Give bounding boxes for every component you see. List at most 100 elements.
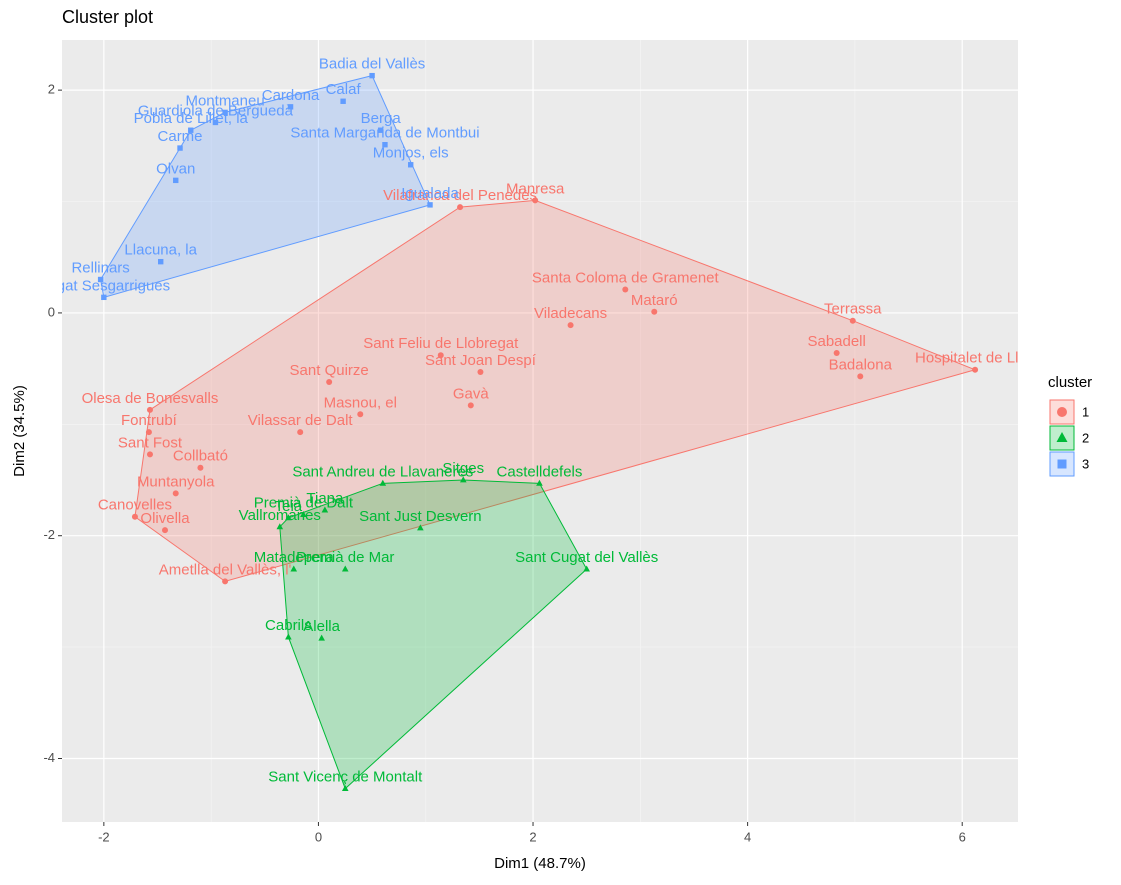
point (145, 429, 152, 436)
point (651, 308, 658, 315)
point (427, 202, 433, 208)
point-label: Sant Fost (118, 434, 183, 451)
point-label: Sant Joan Despí (425, 352, 537, 369)
point (321, 506, 329, 513)
point (567, 322, 574, 329)
point-label: Rellinars (71, 259, 129, 276)
point (326, 378, 333, 385)
point-label: Alella (303, 618, 340, 635)
point (173, 177, 179, 184)
point (972, 366, 979, 373)
legend-symbol (1057, 459, 1067, 469)
point-label: Carme (158, 128, 203, 145)
point (318, 634, 325, 641)
legend-label: 3 (1082, 456, 1089, 471)
point-label: Castelldefels (497, 463, 583, 480)
point-label: Manresa (506, 180, 565, 197)
point (297, 429, 304, 436)
point-label: Ametlla del Vallès, l' (159, 561, 292, 578)
point (276, 523, 284, 530)
point-label: Vilassar de Dalt (248, 412, 354, 429)
point-label: Sant Vicenç de Montalt (268, 769, 423, 786)
point-label: Guardiola de Berguedà (138, 102, 294, 119)
point-label: Tiana (306, 490, 344, 507)
legend-label: 2 (1082, 430, 1089, 445)
point (188, 127, 194, 133)
x-tick-label: 2 (529, 829, 536, 844)
point-label: Badia del Vallès (319, 56, 425, 73)
point-label: Cabrils (265, 617, 312, 634)
point-label: Monjos, els (373, 145, 449, 162)
point (172, 490, 179, 497)
legend-title: cluster (1048, 374, 1092, 391)
y-axis-title: Dim2 (34.5%) (11, 385, 28, 477)
point (197, 464, 204, 471)
point (341, 784, 349, 791)
point-label: Olivella (140, 510, 190, 527)
point-label: Montmaneu (185, 92, 264, 109)
x-tick-label: 4 (744, 829, 751, 844)
point-label: Canovelles (98, 497, 172, 514)
cluster-hull (134, 199, 977, 582)
y-tick-label: -2 (43, 527, 55, 542)
point (457, 204, 464, 211)
point-label: Sabadell (807, 333, 865, 350)
point-label: Fontrubí (121, 412, 178, 429)
point-label: Santa Margarida de Montbui (290, 125, 479, 142)
point (379, 479, 387, 486)
point-label: Olesa de Bonesvalls (82, 390, 219, 407)
point-label: Gavà (453, 385, 490, 402)
point-label: Pobla de Lillet, la (134, 110, 249, 127)
point-label: Mataró (631, 292, 678, 309)
point (97, 276, 104, 283)
point (212, 119, 219, 126)
point (222, 578, 229, 585)
point-label: Cugat Sesgarrigues (38, 277, 171, 294)
point (467, 402, 474, 409)
point (536, 479, 543, 486)
point (849, 317, 856, 324)
point-label: Matadepera (254, 549, 335, 566)
y-tick-label: -4 (43, 750, 55, 765)
y-tick-label: 2 (48, 82, 55, 97)
x-axis-title: Dim1 (48.7%) (494, 855, 586, 872)
point-label: Olvan (156, 160, 195, 177)
y-tick-label: 0 (48, 304, 55, 319)
point (583, 565, 590, 572)
point (357, 411, 364, 418)
point (285, 514, 292, 521)
point-label: Collbató (173, 448, 228, 465)
point (341, 565, 349, 572)
point-label: Terrassa (824, 301, 882, 318)
point (290, 565, 298, 572)
point (369, 72, 375, 79)
point-label: Sant Feliu de Llobregat (363, 335, 519, 352)
point-label: Badalona (829, 356, 893, 373)
point-label: Premià de Dalt (254, 495, 354, 512)
x-tick-label: 6 (959, 829, 966, 844)
chart-title: Cluster plot (62, 7, 153, 27)
point (146, 406, 153, 413)
point-label: Sant Cugat del Vallès (515, 549, 658, 566)
point (285, 633, 292, 640)
legend-label: 1 (1082, 404, 1089, 419)
point (177, 145, 183, 151)
legend-symbol (1057, 407, 1067, 417)
point (532, 197, 539, 204)
point-label: Vallromanes (239, 507, 321, 524)
point-label: Sant Andreu de Llavaneres (292, 463, 473, 480)
x-tick-label: -2 (98, 829, 110, 844)
point-label: Hospitalet de Llob (915, 350, 1035, 367)
point (131, 513, 138, 520)
point (459, 476, 467, 483)
point (340, 98, 346, 104)
point (417, 524, 424, 531)
plot-panel (62, 40, 1018, 822)
point (158, 258, 164, 265)
point-label: Calaf (326, 81, 362, 98)
point (437, 352, 444, 359)
point (300, 510, 307, 517)
point (833, 350, 840, 357)
point (382, 142, 388, 148)
